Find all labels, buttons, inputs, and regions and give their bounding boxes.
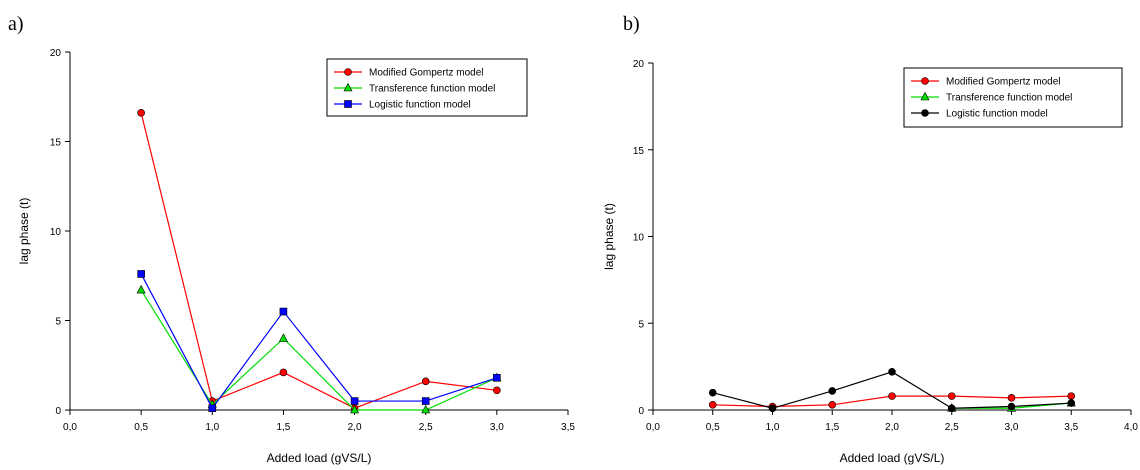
series-line	[140, 273, 498, 410]
y-tick-label: 0	[55, 406, 61, 417]
legend-label: Modified Gompertz model	[946, 77, 1061, 88]
data-point	[421, 397, 430, 405]
legend-box	[903, 67, 1123, 128]
x-tick-label: 1,0	[205, 422, 219, 433]
series-3	[708, 368, 1076, 413]
x-tick-label: 1,5	[825, 422, 839, 433]
legend-entry: Logistic function model	[911, 109, 1048, 120]
series-line	[140, 289, 498, 411]
legend-label: Transference function model	[369, 84, 495, 95]
series-1	[137, 109, 501, 413]
data-point	[350, 404, 360, 414]
data-point	[947, 404, 956, 413]
legend-entry: Transference function model	[911, 91, 1072, 104]
legend-swatch-marker	[343, 82, 353, 92]
data-point	[708, 400, 717, 409]
data-point	[136, 284, 146, 294]
x-tick-label: 2,5	[945, 422, 959, 433]
data-point	[947, 392, 956, 400]
data-point	[1007, 394, 1016, 402]
chart-panel-b: b) 0,0 0,5 1,0 1,5 2,0 2,5 3,0 3,5 4,0 0 5 10 15 20 Add…	[602, 13, 1138, 465]
legend-entry: Transference function model	[334, 82, 495, 95]
data-point	[278, 333, 288, 342]
x-axis-title: Added load (gVS/L)	[267, 451, 372, 465]
y-axis-title: lag phase (t)	[602, 203, 616, 270]
legend-entry: Logistic function model	[334, 100, 471, 111]
x-axis-title: Added load (gVS/L)	[840, 451, 945, 465]
chart-panel-a: a) 0,0 0,5 1,0 1,5 2,0 2,5 3,0 3,5 0 5 10 15 20 Added …	[8, 13, 575, 465]
legend-swatch-marker	[344, 68, 352, 76]
data-point	[888, 392, 896, 400]
data-point	[137, 270, 145, 278]
y-tick-label: 15	[633, 146, 645, 157]
y-tick-label: 10	[633, 233, 645, 244]
x-tick-label: 0,5	[706, 422, 720, 433]
x-tick-label: 1,0	[766, 422, 780, 433]
legend-swatch-marker	[921, 109, 929, 117]
y-tick-label: 15	[50, 138, 62, 149]
x-tick-label: 4,0	[1124, 422, 1138, 433]
x-tick-label: 3,0	[1005, 422, 1019, 433]
x-tick-label: 0,0	[63, 422, 77, 433]
y-tick-label: 20	[633, 59, 645, 70]
data-point	[350, 397, 359, 405]
data-point	[708, 388, 717, 397]
data-point	[421, 404, 431, 414]
x-tick-label: 0,5	[134, 422, 148, 433]
legend-label: Logistic function model	[946, 109, 1048, 120]
series-3	[137, 270, 501, 413]
x-tick-label: 3,5	[561, 422, 575, 433]
x-tick-label: 2,5	[419, 422, 433, 433]
x-tick-label: 3,5	[1064, 422, 1078, 433]
x-tick-label: 2,0	[885, 422, 899, 433]
y-tick-label: 5	[638, 319, 644, 330]
legend-label: Modified Gompertz model	[369, 68, 484, 79]
data-point	[279, 368, 288, 377]
panel-label: a)	[8, 13, 24, 35]
data-point	[828, 400, 837, 409]
series-line	[140, 112, 497, 409]
legend-swatch-marker	[920, 91, 930, 101]
data-point	[888, 368, 896, 376]
legend-label: Transference function model	[946, 93, 1072, 104]
y-tick-label: 0	[638, 406, 644, 417]
data-point	[493, 373, 501, 382]
data-point	[1067, 399, 1076, 407]
data-point	[421, 377, 430, 386]
data-point	[828, 387, 837, 395]
y-tick-label: 20	[50, 48, 62, 59]
x-tick-label: 3,0	[490, 422, 504, 433]
data-point	[137, 109, 145, 117]
legend: Modified Gompertz model Transference func…	[903, 67, 1123, 128]
panel-label: b)	[623, 13, 640, 35]
series-line	[712, 371, 1072, 409]
legend: Modified Gompertz model Transference func…	[326, 58, 528, 117]
x-tick-label: 2,0	[348, 422, 362, 433]
legend-swatch-marker	[344, 100, 352, 108]
data-point	[279, 307, 288, 316]
data-point	[768, 404, 777, 413]
legend-swatch-marker	[921, 77, 929, 85]
x-tick-label: 0,0	[646, 422, 660, 433]
data-point	[1007, 402, 1016, 411]
x-tick-label: 1,5	[276, 422, 290, 433]
legend-entry: Modified Gompertz model	[334, 68, 484, 79]
data-point	[493, 386, 501, 395]
y-tick-label: 5	[55, 317, 61, 328]
y-tick-label: 10	[50, 227, 62, 238]
y-axis-title: lag phase (t)	[17, 198, 31, 265]
legend-label: Logistic function model	[369, 100, 471, 111]
legend-entry: Modified Gompertz model	[911, 77, 1061, 88]
data-point	[208, 404, 217, 413]
